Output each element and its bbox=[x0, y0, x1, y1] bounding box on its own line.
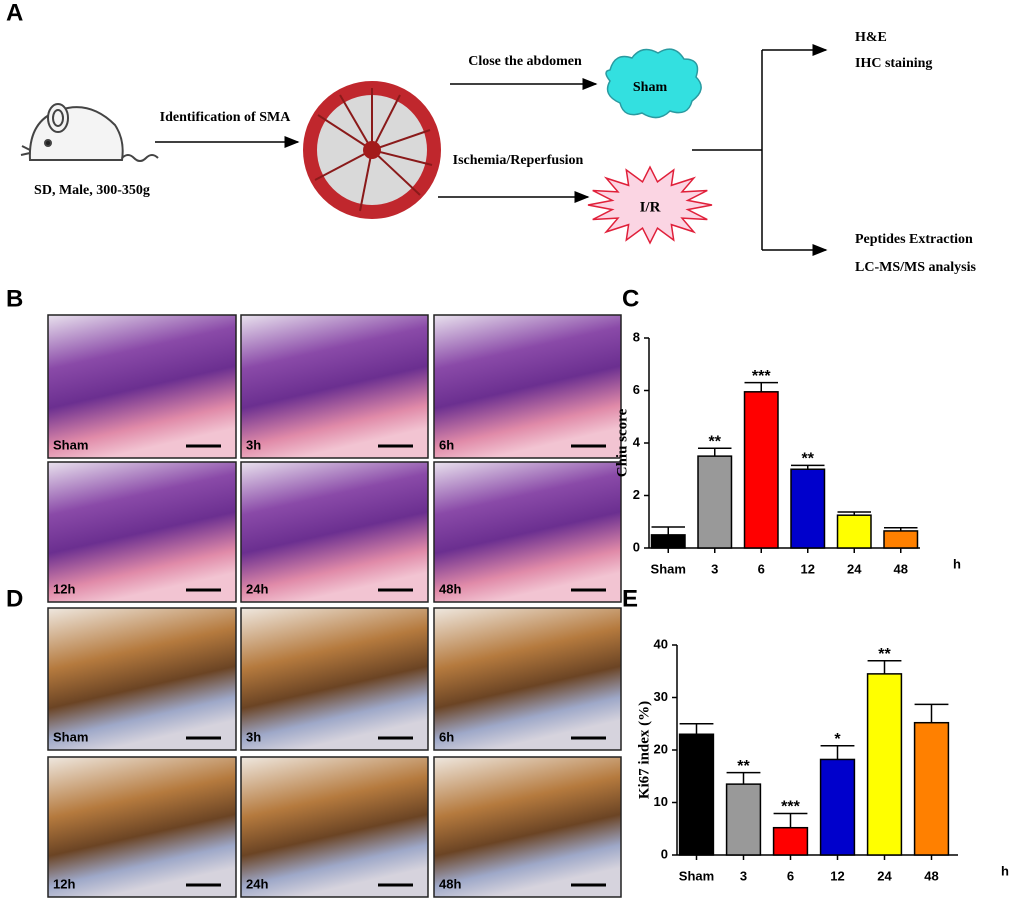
ir-star bbox=[587, 165, 713, 245]
significance-label: ** bbox=[802, 451, 815, 468]
bar bbox=[650, 534, 686, 549]
y-tick-label: 20 bbox=[654, 741, 668, 756]
x-unit: h bbox=[1001, 863, 1009, 878]
x-tick-label: Sham bbox=[679, 868, 714, 883]
schema-text: IHC staining bbox=[855, 56, 932, 71]
micrograph bbox=[240, 756, 429, 898]
x-tick-label: Sham bbox=[651, 561, 686, 576]
x-unit: h bbox=[953, 556, 961, 571]
bar bbox=[743, 391, 779, 549]
schema-text: Ischemia/Reperfusion bbox=[453, 153, 584, 168]
bar bbox=[678, 733, 715, 856]
micrograph bbox=[240, 607, 429, 751]
image-label: 6h bbox=[439, 729, 454, 744]
bar bbox=[866, 673, 903, 856]
image-label: 12h bbox=[53, 876, 75, 891]
image-label: 3h bbox=[246, 437, 261, 452]
panel-label: E bbox=[622, 585, 638, 612]
micrograph bbox=[433, 607, 622, 751]
image-label: 24h bbox=[246, 876, 268, 891]
x-tick-label: 12 bbox=[801, 561, 815, 576]
bar bbox=[883, 530, 919, 549]
bar bbox=[772, 826, 809, 856]
significance-label: *** bbox=[781, 799, 800, 816]
x-tick-label: 48 bbox=[894, 561, 908, 576]
significance-label: ** bbox=[737, 758, 750, 775]
intestine-icon bbox=[303, 81, 441, 219]
mouse-icon bbox=[20, 103, 159, 162]
image-label: 12h bbox=[53, 581, 75, 596]
micrograph bbox=[47, 607, 237, 751]
significance-label: * bbox=[834, 731, 841, 748]
schema-text: Close the abdomen bbox=[468, 54, 582, 69]
micrograph bbox=[433, 756, 622, 898]
schema-text: I/R bbox=[640, 199, 661, 215]
x-tick-label: 3 bbox=[740, 868, 747, 883]
image-label: 48h bbox=[439, 581, 461, 596]
y-tick-label: 2 bbox=[633, 487, 640, 502]
panel-label: C bbox=[622, 285, 639, 312]
y-tick-label: 30 bbox=[654, 689, 668, 704]
micrograph bbox=[433, 461, 622, 603]
bar bbox=[819, 758, 856, 856]
micrograph bbox=[47, 314, 237, 459]
branch-lines bbox=[692, 44, 828, 256]
significance-label: ** bbox=[709, 433, 722, 450]
bar bbox=[790, 468, 826, 549]
schema-text: SD, Male, 300-350g bbox=[34, 183, 150, 198]
micrograph bbox=[47, 461, 237, 603]
y-axis-label: Ki67 index (%) bbox=[636, 701, 652, 799]
y-tick-label: 40 bbox=[654, 636, 668, 651]
significance-label: *** bbox=[752, 368, 771, 385]
x-tick-label: 6 bbox=[758, 561, 765, 576]
image-label: 24h bbox=[246, 581, 268, 596]
x-tick-label: 48 bbox=[924, 868, 938, 883]
micrograph bbox=[433, 314, 622, 459]
bar bbox=[913, 721, 950, 856]
bar bbox=[836, 514, 872, 549]
schema-text: Peptides Extraction bbox=[855, 232, 973, 247]
schema-text: LC-MS/MS analysis bbox=[855, 260, 977, 275]
panel-label: D bbox=[6, 585, 23, 612]
x-tick-label: 3 bbox=[711, 561, 718, 576]
micrograph bbox=[240, 461, 429, 603]
image-label: Sham bbox=[53, 729, 88, 744]
x-tick-label: 24 bbox=[847, 561, 862, 576]
panel-label: A bbox=[6, 0, 23, 26]
y-tick-label: 8 bbox=[633, 329, 640, 344]
y-tick-label: 6 bbox=[633, 382, 640, 397]
y-tick-label: 10 bbox=[654, 794, 668, 809]
image-label: 3h bbox=[246, 729, 261, 744]
y-axis-label: Chiu score bbox=[614, 408, 630, 477]
x-tick-label: 6 bbox=[787, 868, 794, 883]
schema-text: Sham bbox=[633, 80, 668, 95]
sham-cloud bbox=[605, 48, 702, 119]
significance-label: ** bbox=[878, 646, 891, 663]
x-tick-label: 12 bbox=[830, 868, 844, 883]
bar bbox=[697, 455, 733, 549]
image-label: Sham bbox=[53, 437, 88, 452]
bar bbox=[725, 783, 762, 856]
image-label: 6h bbox=[439, 437, 454, 452]
image-label: 48h bbox=[439, 876, 461, 891]
y-tick-label: 0 bbox=[633, 539, 640, 554]
schema-text: Identification of SMA bbox=[160, 110, 292, 125]
schema-text: H&E bbox=[855, 30, 887, 45]
panel-label: B bbox=[6, 285, 23, 312]
y-tick-label: 4 bbox=[633, 434, 641, 449]
y-tick-label: 0 bbox=[661, 846, 668, 861]
micrograph bbox=[240, 314, 429, 459]
x-tick-label: 24 bbox=[877, 868, 892, 883]
micrograph bbox=[47, 756, 237, 898]
